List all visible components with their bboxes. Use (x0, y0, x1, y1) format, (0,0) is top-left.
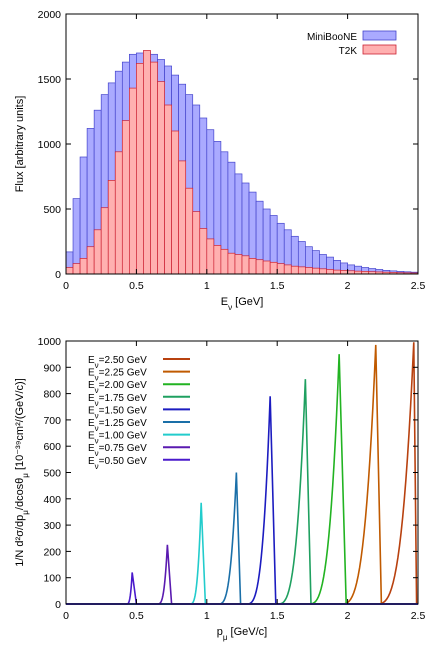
legend-label: Eν=0.75 GeV (88, 443, 147, 458)
legend-label: Eν=1.00 GeV (88, 431, 147, 446)
histogram-bar (192, 211, 201, 275)
flux-chart: 0 0.5 1 1.5 2 2.5 0 500 1000 1500 2000 Eν [GeV] Flux… (14, 9, 425, 312)
histogram-bar (72, 198, 81, 275)
curve-2.00gev (66, 354, 418, 605)
legend-label: MiniBooNE (307, 32, 357, 43)
histogram-bar (114, 151, 123, 275)
histogram-bar (290, 265, 299, 275)
x-tick-label: 2 (345, 610, 351, 622)
histogram-bar (283, 264, 292, 275)
y-tick-label: 100 (43, 573, 61, 585)
histogram-bar (248, 258, 257, 275)
x-tick-label: 2.5 (411, 280, 426, 292)
x-tick-label: 0 (63, 280, 69, 292)
y-tick-label: 500 (43, 204, 61, 216)
legend-label: Eν=0.50 GeV (88, 456, 147, 471)
y-tick-label: 500 (43, 468, 61, 480)
x-tick-label: 1.5 (270, 280, 285, 292)
y-tick-label: 900 (43, 362, 61, 374)
histogram-bar (178, 160, 187, 275)
y-tick-label: 0 (55, 599, 61, 611)
y-tick-label: 400 (43, 494, 61, 506)
histogram-bar (199, 228, 208, 275)
histogram-bar (227, 252, 236, 275)
y-tick-label: 300 (43, 520, 61, 532)
y-axis-label: Flux [arbitrary units] (14, 96, 26, 193)
x-tick-label: 0 (63, 610, 69, 622)
histogram-bar (79, 258, 88, 275)
histogram-bar (234, 254, 243, 275)
x-tick-label: 1 (204, 610, 210, 622)
histogram-bar (213, 245, 222, 275)
x-tick-label: 1 (204, 280, 210, 292)
legend-label: Eν=1.25 GeV (88, 418, 147, 433)
histogram-bar (305, 267, 313, 275)
y-tick-label: 1000 (38, 139, 62, 151)
cross-section-chart: 0 0.5 1 1.5 2 2.5 0 100 200 300 400 500 600 700 800 900… (14, 336, 425, 642)
legend-swatch (362, 44, 397, 55)
histogram-bar (72, 263, 81, 275)
y-tick-label: 600 (43, 441, 61, 453)
histogram-bar (297, 266, 306, 275)
curve-0.50gev (66, 572, 418, 605)
legend-label: Eν=2.00 GeV (88, 380, 147, 395)
histogram-bar (143, 50, 151, 275)
histogram-bar (79, 156, 88, 275)
legend-label: Eν=1.50 GeV (88, 405, 147, 420)
histogram-bar (121, 120, 130, 275)
x-axis-label: Eν [GeV] (221, 296, 264, 312)
histogram-bar (185, 187, 194, 275)
x-tick-label: 0.5 (129, 610, 144, 622)
legend-label: Eν=2.25 GeV (88, 368, 147, 383)
y-axis-label: 1/N d²σ/dpμ/dcosθμ [10⁻³⁹cm²/(GeV/c)] (14, 378, 30, 567)
x-axis-label: pμ [GeV/c] (217, 626, 267, 642)
y-tick-label: 800 (43, 389, 61, 401)
histogram-bar (65, 267, 74, 275)
histogram-bar (164, 104, 172, 275)
x-tick-label: 0.5 (129, 280, 144, 292)
x-tick-label: 2 (345, 280, 351, 292)
histogram-bar (312, 267, 320, 275)
histogram-bar (107, 180, 116, 275)
legend-label: Eν=1.75 GeV (88, 393, 147, 408)
legend-label: Eν=2.50 GeV (88, 355, 147, 370)
histogram-bar (319, 268, 327, 275)
x-tick-label: 1.5 (270, 610, 285, 622)
histogram-bar (129, 87, 137, 275)
histogram-bar (157, 81, 165, 275)
histogram-bar (241, 255, 250, 275)
y-tick-label: 0 (55, 269, 61, 281)
histogram-bar (269, 261, 278, 275)
legend-swatch (362, 30, 397, 41)
curve-0.75gev (66, 544, 418, 605)
y-tick-label: 2000 (38, 9, 62, 21)
histogram-bar (340, 270, 348, 275)
legend: MiniBooNE T2K (307, 30, 397, 57)
y-tick-label: 1500 (38, 74, 62, 86)
legend-label: T2K (339, 46, 358, 57)
y-tick-label: 700 (43, 415, 61, 427)
x-tick-label: 2.5 (411, 610, 426, 622)
histogram-bar (100, 207, 109, 275)
y-tick-label: 200 (43, 546, 61, 558)
y-tick-label: 1000 (38, 336, 62, 348)
histogram-bar (255, 259, 264, 275)
histogram-bar (220, 248, 229, 275)
histogram-bar (150, 61, 158, 275)
curve-1.25gev (66, 472, 418, 605)
histogram-bar (333, 269, 341, 275)
histogram-bar (326, 269, 334, 275)
histogram-bar (206, 238, 215, 275)
histogram-bar (136, 63, 144, 275)
histogram-bar (86, 246, 95, 275)
histogram-bar (276, 263, 285, 275)
histogram-bar (262, 260, 271, 275)
histogram-bar (93, 229, 102, 275)
histogram-bar (171, 130, 179, 275)
